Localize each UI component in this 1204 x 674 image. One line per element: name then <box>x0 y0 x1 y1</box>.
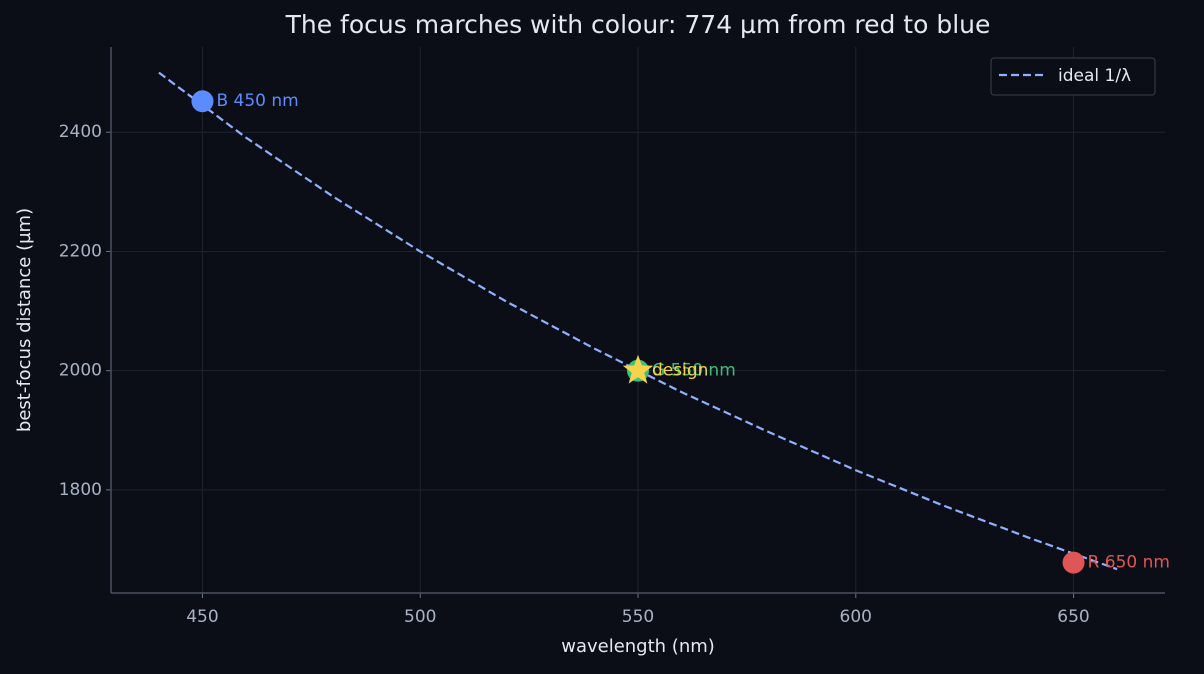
x-tick-label: 650 <box>1057 607 1089 627</box>
point <box>1062 551 1085 574</box>
design-label: design <box>652 361 708 381</box>
point-label: R 650 nm <box>1088 553 1170 573</box>
point <box>191 90 214 113</box>
y-tick-label: 2200 <box>59 241 102 261</box>
y-axis-label: best-focus distance (µm) <box>14 208 35 432</box>
x-axis-label: wavelength (nm) <box>561 636 715 657</box>
legend-box <box>990 57 1156 96</box>
design-star <box>622 354 654 384</box>
y-tick-label: 2400 <box>59 122 102 142</box>
point-label: G 550 nm <box>652 361 736 381</box>
x-tick-label: 450 <box>186 607 218 627</box>
y-tick-label: 1800 <box>59 480 102 500</box>
x-tick-label: 600 <box>840 607 872 627</box>
legend-label: ideal 1/λ <box>1058 66 1131 86</box>
chart-title: The focus marches with colour: 774 µm fr… <box>285 10 991 39</box>
point-label: B 450 nm <box>216 91 298 111</box>
y-tick-label: 2000 <box>59 361 102 381</box>
x-tick-label: 500 <box>404 607 436 627</box>
x-tick-label: 550 <box>622 607 654 627</box>
